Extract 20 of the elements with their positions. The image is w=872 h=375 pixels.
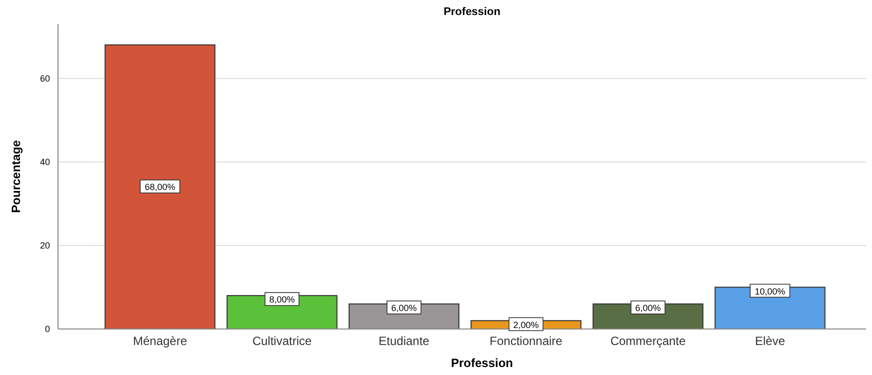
y-axis-title: Pourcentage — [9, 140, 23, 213]
x-tick-label: Elève — [754, 334, 786, 348]
x-tick-label: Commerçante — [610, 334, 686, 348]
x-tick-label: Cultivatrice — [252, 334, 312, 348]
data-label: 6,00% — [635, 303, 661, 314]
y-tick-label: 0 — [44, 324, 50, 334]
bar — [104, 44, 216, 330]
data-label: 8,00% — [269, 294, 295, 305]
data-label: 10,00% — [754, 286, 786, 296]
y-tick-label: 60 — [40, 73, 50, 84]
x-tick-label: Etudiante — [378, 334, 430, 348]
chart-title: Profession — [444, 6, 501, 18]
y-tick-label: 40 — [40, 157, 50, 168]
data-label: 2,00% — [513, 320, 539, 330]
data-label: 68,00% — [144, 182, 176, 192]
y-tick-label: 20 — [40, 240, 50, 251]
x-axis-title: Profession — [450, 356, 514, 370]
data-label: 6,00% — [391, 303, 417, 314]
x-tick-label: Ménagère — [132, 334, 188, 348]
x-tick-label: Fonctionnaire — [490, 334, 563, 348]
